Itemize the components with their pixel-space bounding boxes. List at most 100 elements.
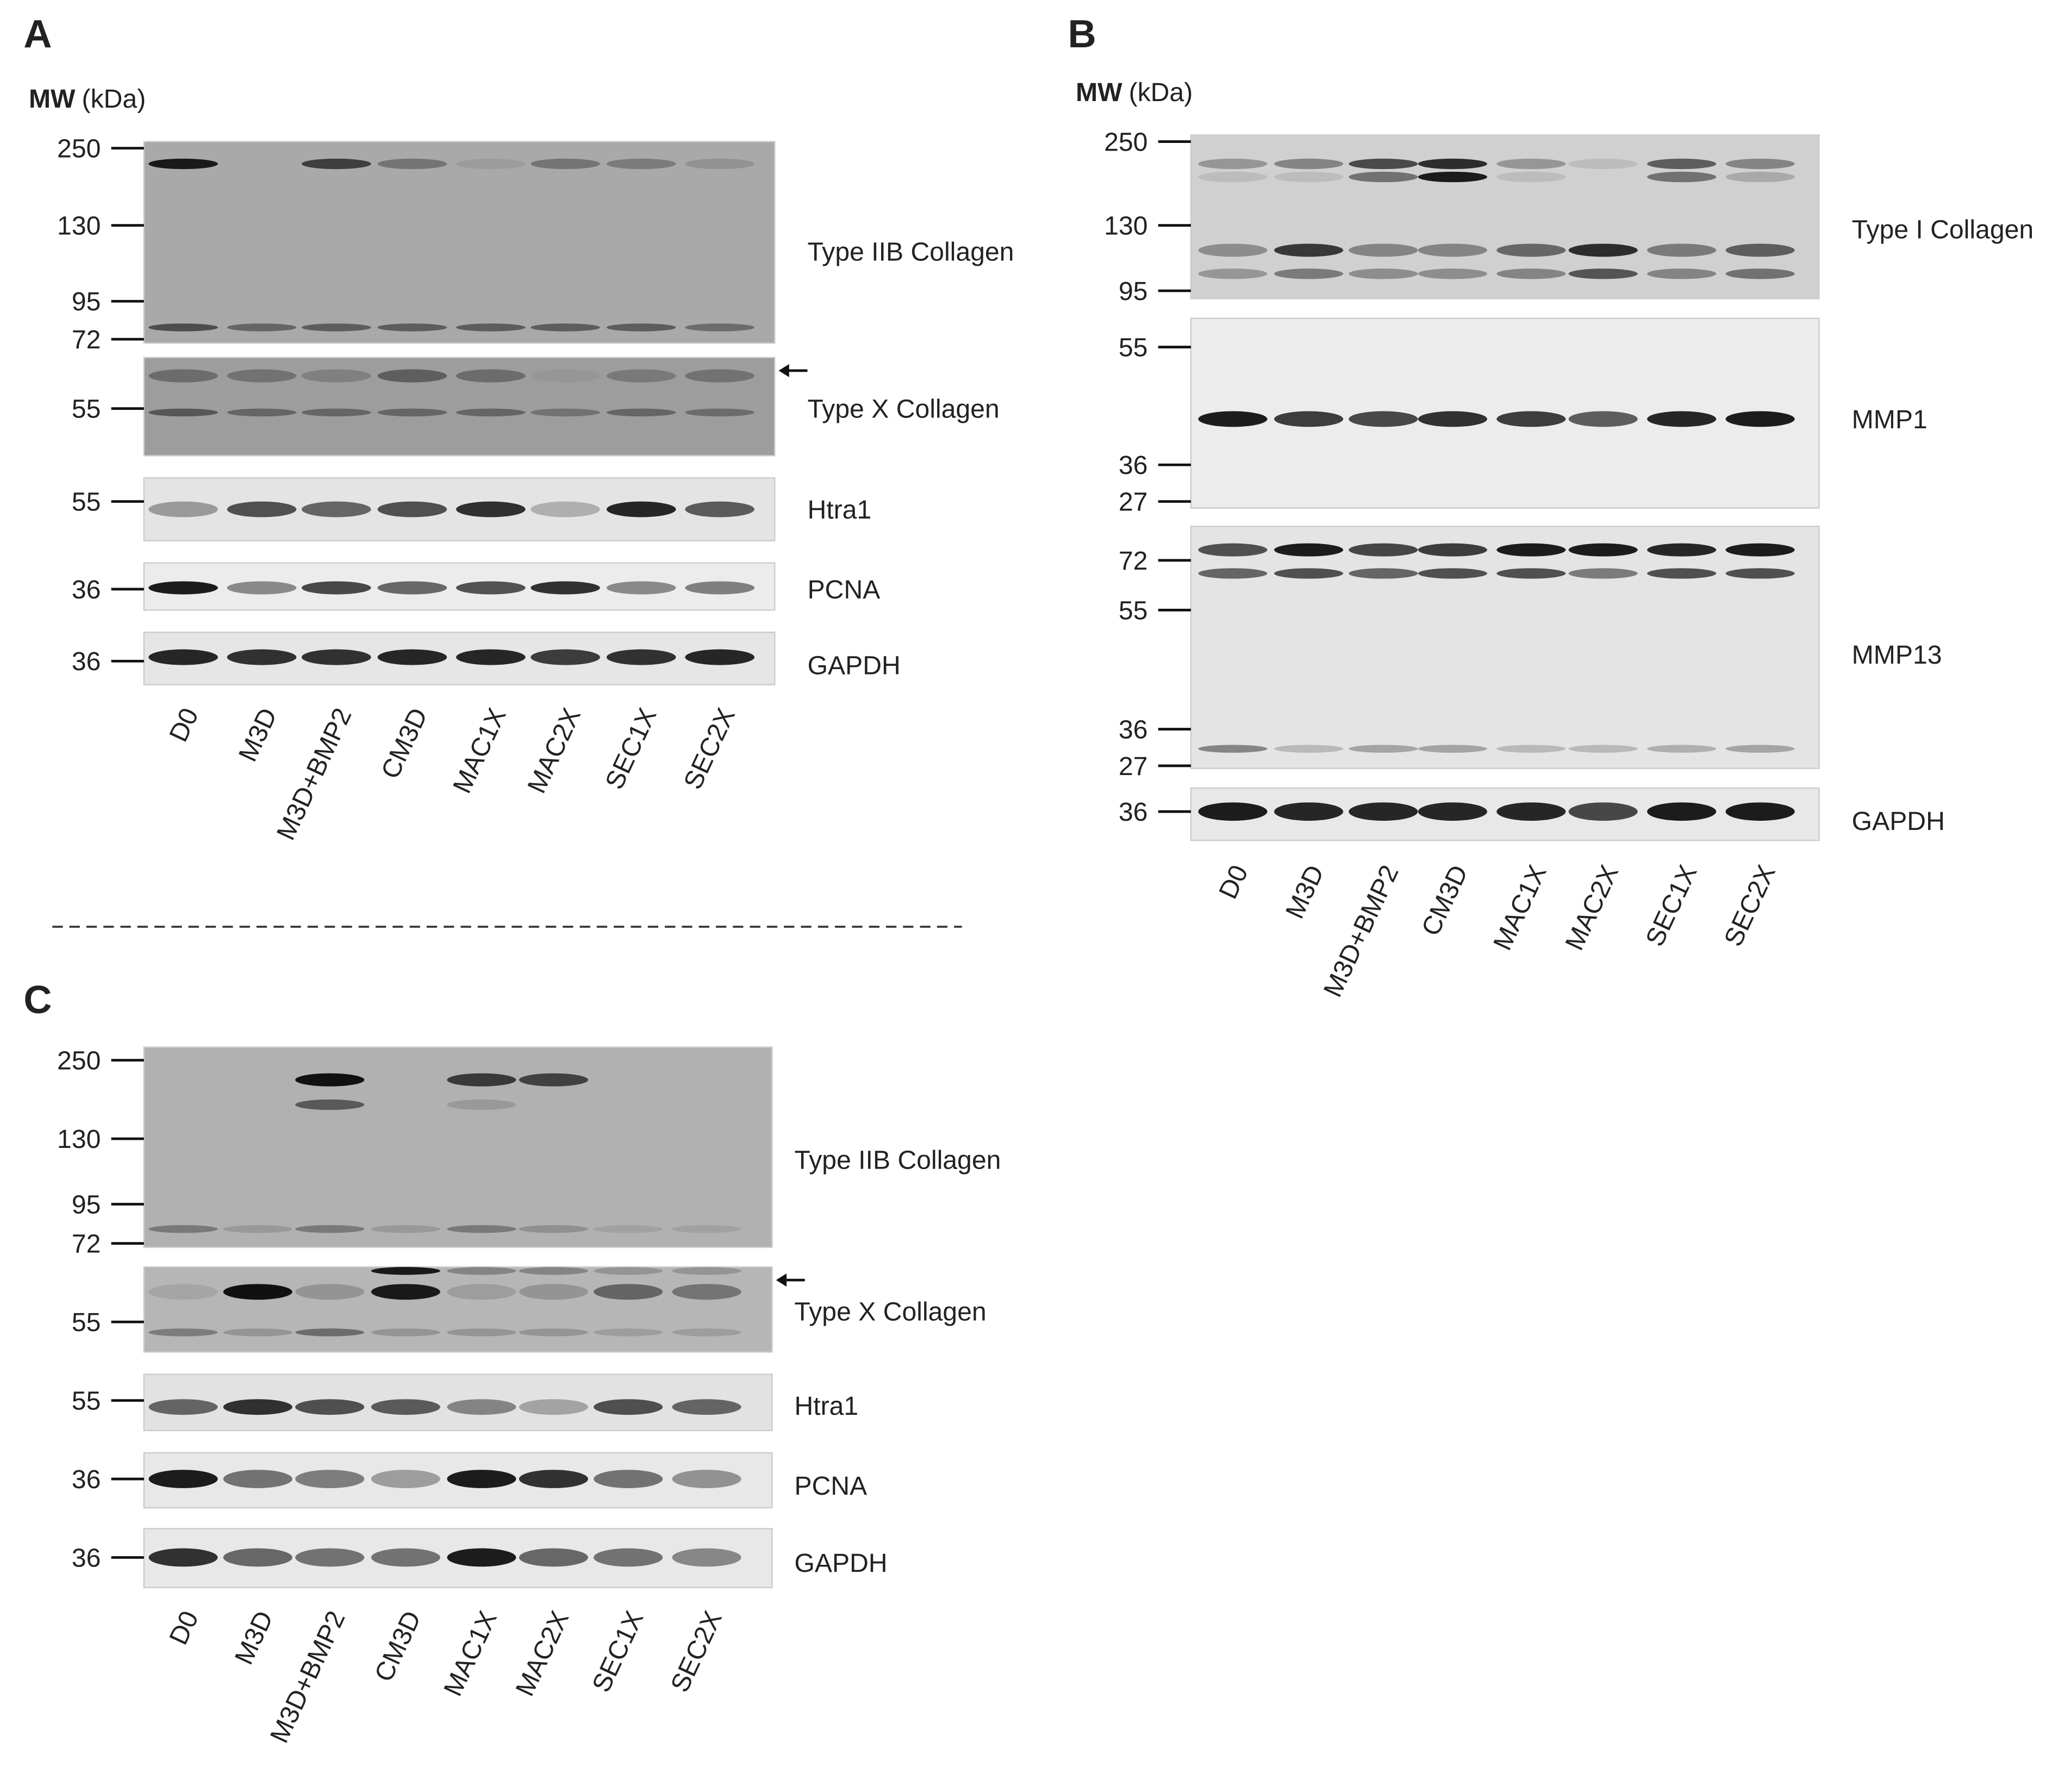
band: [1198, 171, 1268, 183]
blot: [143, 357, 776, 457]
band: [1349, 243, 1418, 257]
band: [295, 1328, 365, 1337]
marker-label: 72: [1119, 546, 1148, 576]
band: [519, 1284, 588, 1300]
band: [295, 1399, 365, 1415]
mw-label: MW (kDa): [1076, 78, 1193, 107]
marker-label: 130: [57, 1125, 101, 1154]
band: [447, 1470, 516, 1488]
lane-label: SEC1X: [600, 703, 663, 794]
blot-label: Htra1: [807, 495, 871, 525]
blot-label: Type IIB Collagen: [807, 238, 1014, 267]
band: [148, 1470, 218, 1488]
band: [227, 408, 297, 417]
marker-label: 55: [1119, 596, 1148, 625]
band: [606, 369, 676, 383]
lane-label: CM3D: [1416, 860, 1474, 940]
band: [531, 581, 600, 595]
lane-label: D0: [1213, 860, 1254, 903]
band: [295, 1284, 365, 1300]
band: [1274, 802, 1344, 821]
band: [1647, 158, 1717, 170]
band: [1496, 745, 1566, 753]
band: [447, 1267, 516, 1275]
band: [1725, 269, 1795, 279]
marker-label: 72: [72, 1229, 101, 1259]
band: [531, 408, 600, 417]
lane-label: MAC1X: [438, 1607, 503, 1701]
band: [456, 323, 526, 332]
panel-label: A: [23, 13, 52, 56]
lane-label: M3D+BMP2: [271, 703, 357, 844]
band: [594, 1548, 663, 1567]
band: [1349, 171, 1418, 183]
band: [594, 1284, 663, 1300]
band: [148, 158, 218, 170]
mw-bold: MW: [29, 84, 76, 114]
marker-label: 95: [72, 287, 101, 316]
band: [606, 323, 676, 332]
band: [377, 369, 447, 383]
band: [1274, 269, 1344, 279]
band: [1725, 543, 1795, 557]
band: [519, 1267, 588, 1275]
mw-unit: (kDa): [82, 84, 146, 114]
marker-label: 36: [72, 575, 101, 604]
band: [685, 501, 754, 517]
band: [1349, 543, 1418, 557]
band: [447, 1073, 516, 1087]
band: [672, 1328, 741, 1337]
band: [1274, 543, 1344, 557]
band: [606, 581, 676, 595]
marker-label: 36: [1119, 451, 1148, 480]
marker-label: 130: [57, 211, 101, 240]
band: [1568, 745, 1638, 753]
band: [371, 1328, 440, 1337]
band: [301, 323, 371, 332]
band: [1725, 411, 1795, 427]
band: [148, 1225, 218, 1233]
band: [519, 1399, 588, 1415]
band: [371, 1267, 440, 1275]
band: [672, 1225, 741, 1233]
marker-label: 95: [1119, 277, 1148, 306]
band: [1647, 543, 1717, 557]
marker-label: 55: [72, 487, 101, 516]
band: [295, 1548, 365, 1567]
band: [672, 1267, 741, 1275]
band: [227, 369, 297, 383]
lane-label: D0: [164, 1607, 204, 1650]
band: [1274, 745, 1344, 753]
mw-label: MW (kDa): [29, 84, 146, 114]
band: [1198, 802, 1268, 821]
band: [1647, 411, 1717, 427]
band: [295, 1225, 365, 1233]
band: [672, 1470, 741, 1488]
lane-label: M3D+BMP2: [264, 1607, 351, 1747]
band: [1496, 171, 1566, 183]
band: [1568, 543, 1638, 557]
blot: [1190, 526, 1820, 769]
band: [371, 1225, 440, 1233]
band: [447, 1328, 516, 1337]
band: [1496, 568, 1566, 579]
band: [447, 1099, 516, 1110]
band: [606, 649, 676, 665]
marker-label: 36: [1119, 715, 1148, 744]
band: [519, 1073, 588, 1087]
marker-label: 55: [72, 1308, 101, 1337]
band: [1568, 243, 1638, 257]
band: [531, 369, 600, 383]
band: [223, 1284, 292, 1300]
band: [1568, 568, 1638, 579]
band: [1198, 568, 1268, 579]
lane-label: MAC1X: [1488, 860, 1552, 954]
blot-label: Type X Collagen: [794, 1297, 986, 1327]
band: [1725, 158, 1795, 170]
band: [148, 1328, 218, 1337]
band: [456, 158, 526, 170]
marker-label: 250: [57, 1046, 101, 1075]
blot-label: GAPDH: [807, 651, 900, 680]
